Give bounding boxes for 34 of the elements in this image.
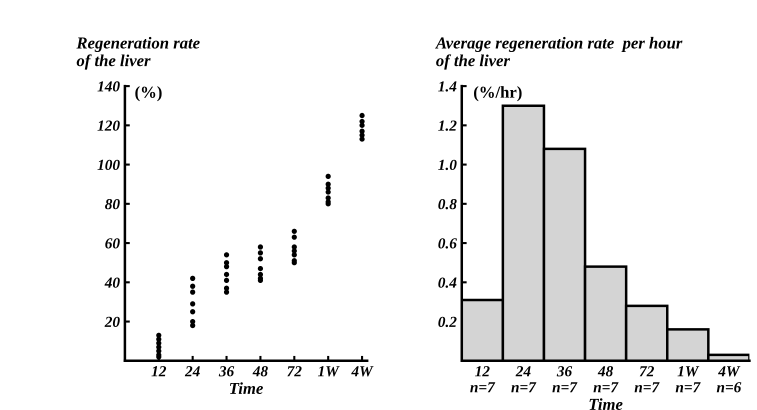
x-tick-label: 24 [184,366,200,376]
y-tick-label: 0.8 [438,198,457,210]
y-tick-label: 20 [104,316,120,328]
y-tick-label: 0.6 [438,238,457,249]
y-tick-label: 80 [105,198,120,210]
x-tick-label: 36 [218,366,234,376]
y-tick-label: 1.4 [438,81,456,92]
y-tick-label: 140 [97,81,120,92]
chart-title: Regeneration rate of the liver [76,36,200,70]
y-tick-label: 40 [104,277,120,288]
x-tick-label: 12 n=7 [470,366,496,392]
y-tick-label: 0.4 [438,277,456,288]
x-axis-title: Time [230,382,263,394]
x-tick-label: 24 n=7 [511,366,536,392]
x-tick-label: 4W n=6 [716,366,742,392]
x-tick-label: 48 n=7 [593,366,619,392]
y-tick-label: 120 [97,120,120,131]
x-tick-label: 1W [318,366,340,376]
y-tick-label: 1.0 [438,160,457,170]
y-axis-title: (%) [135,86,162,102]
y-tick-label: 1.2 [438,120,457,131]
y-tick-label: 100 [97,160,120,170]
x-tick-label: 1W n=7 [676,366,701,392]
x-tick-label: 72 [287,366,302,376]
y-tick-label: 0.2 [438,316,457,328]
x-tick-label: 12 [152,366,166,376]
x-tick-label: 72 n=7 [634,366,660,392]
chart-title: Average regeneration rate per hour of the liver [435,36,682,70]
x-axis-title: Time [590,398,623,410]
x-tick-label: 48 [252,366,268,376]
x-tick-label: 4W [351,366,374,376]
x-tick-label: 36 n=7 [552,366,578,392]
y-tick-label: 60 [105,238,120,249]
y-axis-title: (%/hr) [474,86,522,102]
